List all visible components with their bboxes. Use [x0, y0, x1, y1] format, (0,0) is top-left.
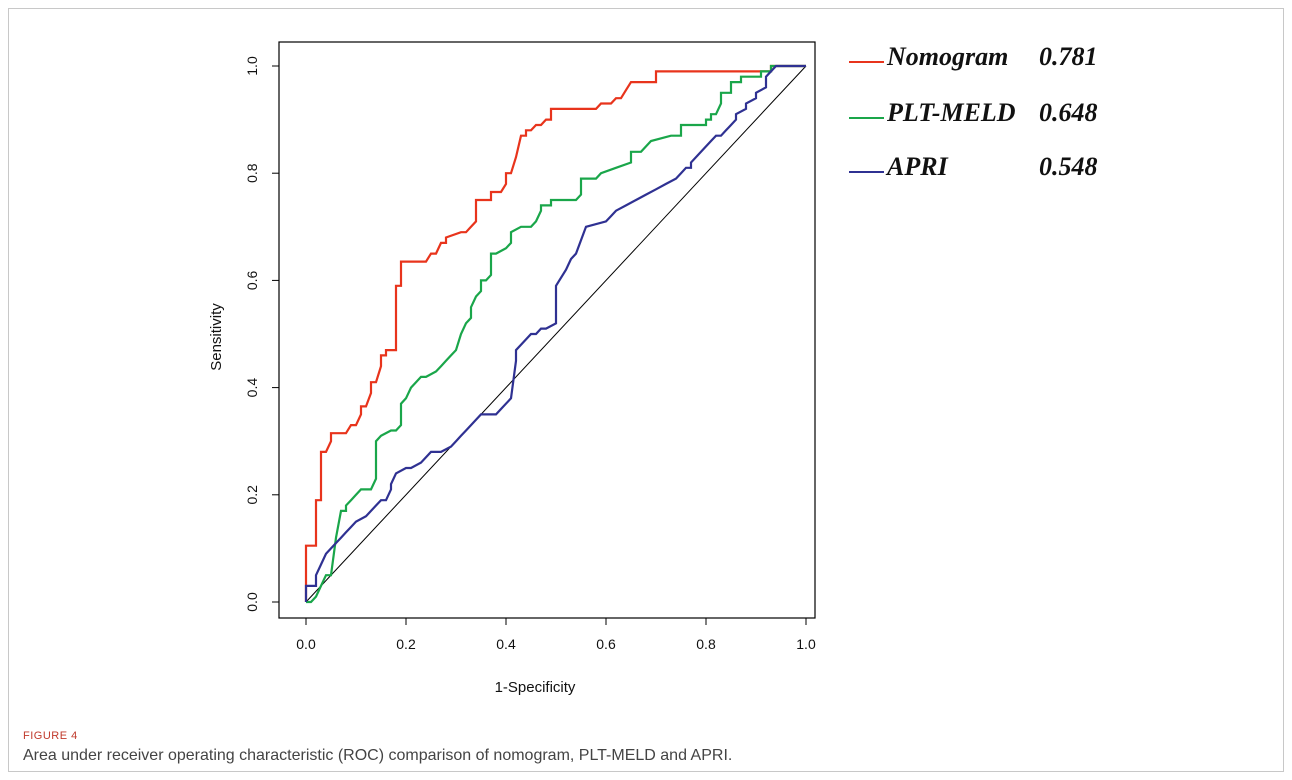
- y-tick-label: 0.8: [244, 163, 260, 183]
- figure-caption: Area under receiver operating characteri…: [23, 747, 733, 764]
- figure-label: FIGURE 4: [23, 730, 78, 742]
- x-tick-label: 0.8: [696, 636, 716, 652]
- plot-frame: [278, 41, 816, 619]
- y-tick-label: 0.6: [244, 270, 260, 290]
- x-tick-label: 1.0: [796, 636, 816, 652]
- roc-chart: 0.0 0.2 0.4 0.6 0.8 1.0 0.0 0.2 0.4 0.6 0.8 1.0 No…: [208, 41, 1098, 696]
- legend-auc-value: 0.648: [1039, 98, 1098, 127]
- x-tick-label: 0.2: [396, 636, 416, 652]
- x-tick-label: 0.0: [296, 636, 316, 652]
- series-line-plt-meld: [306, 64, 806, 604]
- x-axis-label: 1-Specificity: [495, 679, 576, 696]
- series-line-nomogram: [304, 64, 806, 602]
- y-tick-label: 0.2: [244, 485, 260, 505]
- x-axis: 0.0 0.2 0.4 0.6 0.8 1.0: [296, 618, 816, 652]
- plot-area: [278, 41, 816, 619]
- legend-auc-value: 0.781: [1039, 42, 1098, 71]
- legend-series-name: PLT-MELD: [886, 98, 1016, 127]
- x-tick-label: 0.6: [596, 636, 616, 652]
- y-axis: 0.0 0.2 0.4 0.6 0.8 1.0: [244, 56, 279, 612]
- series-line-apri: [304, 64, 806, 602]
- legend-series-name: APRI: [885, 152, 949, 181]
- x-tick-label: 0.4: [496, 636, 516, 652]
- legend: Nomogram 0.781 PLT-MELD 0.648 APRI 0.548: [849, 42, 1098, 181]
- legend-auc-value: 0.548: [1039, 152, 1098, 181]
- reference-diagonal: [305, 65, 807, 603]
- y-tick-label: 0.0: [244, 592, 260, 612]
- series-layer: [304, 64, 806, 604]
- y-tick-label: 1.0: [244, 56, 260, 76]
- y-tick-label: 0.4: [244, 378, 260, 398]
- legend-series-name: Nomogram: [886, 42, 1008, 71]
- reference-line: [305, 65, 807, 603]
- y-axis-label: Sensitivity: [208, 303, 225, 371]
- figure-frame: 0.0 0.2 0.4 0.6 0.8 1.0 0.0 0.2 0.4 0.6 0.8 1.0 No…: [8, 8, 1284, 772]
